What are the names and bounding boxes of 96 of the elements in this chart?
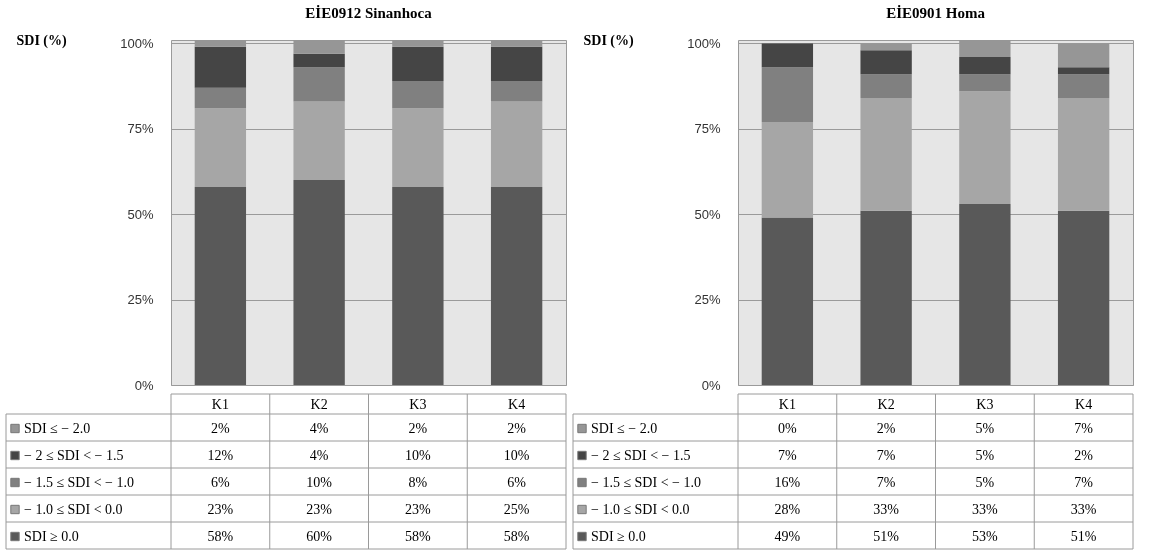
bar (194, 46, 247, 88)
data-label: 2% (408, 420, 428, 436)
data-label: 6% (211, 474, 231, 490)
bar (959, 57, 1011, 75)
bar (959, 74, 1011, 92)
data-label: 7% (1074, 474, 1094, 490)
x-tick-label: K2 (310, 397, 328, 412)
y-tick-label: 50% (127, 206, 154, 222)
legend-label: − 1.5 ≤ SDI < − 1.0 (591, 474, 701, 490)
data-label: 28% (774, 501, 801, 517)
bar (490, 186, 543, 385)
bar (194, 87, 247, 109)
data-label: 53% (972, 528, 999, 544)
data-label: 2% (876, 420, 896, 436)
bar (293, 53, 345, 68)
legend-label: − 1.0 ≤ SDI < 0.0 (24, 501, 123, 517)
bar (860, 74, 912, 99)
chart-title: EİE0901 Homa (886, 5, 986, 21)
bar (293, 180, 345, 385)
y-tick-label: 100% (687, 35, 721, 51)
bar (1057, 74, 1110, 99)
data-label: 33% (873, 501, 900, 517)
data-label: 5% (975, 447, 995, 463)
y-tick-label: 75% (127, 121, 154, 137)
x-tick-label: K4 (508, 397, 526, 412)
data-label: 7% (778, 447, 798, 463)
bar (194, 186, 247, 385)
data-label: 10% (503, 447, 530, 463)
data-label: 16% (774, 474, 801, 490)
data-label: 4% (309, 420, 329, 436)
data-label: 8% (408, 474, 428, 490)
legend-label: − 2 ≤ SDI < − 1.5 (24, 447, 124, 463)
data-label: 12% (207, 447, 234, 463)
x-tick-label: K1 (211, 397, 229, 412)
bar (761, 67, 814, 122)
data-label: 58% (207, 528, 234, 544)
data-label: 58% (503, 528, 530, 544)
data-label: 5% (975, 474, 995, 490)
legend-label: − 1.0 ≤ SDI < 0.0 (591, 501, 690, 517)
legend-label: − 1.5 ≤ SDI < − 1.0 (24, 474, 134, 490)
data-label: 0% (778, 420, 798, 436)
y-tick-label: 25% (694, 292, 721, 308)
data-label: 7% (876, 447, 896, 463)
data-label: 23% (306, 501, 333, 517)
data-label: 51% (1070, 528, 1097, 544)
x-tick-label: K4 (1075, 397, 1093, 412)
bar (293, 67, 345, 102)
data-label: 49% (774, 528, 801, 544)
y-tick-label: 100% (120, 35, 154, 51)
data-label: 51% (873, 528, 900, 544)
y-tick-label: 75% (694, 121, 721, 137)
data-label: 4% (309, 447, 329, 463)
chart-title: EİE0912 Sinanhoca (305, 5, 433, 21)
data-label: 58% (405, 528, 432, 544)
data-label: 7% (876, 474, 896, 490)
bar (1057, 210, 1110, 385)
y-axis-title: SDI (%) (583, 32, 635, 49)
y-tick-label: 25% (127, 292, 154, 308)
data-label: 7% (1074, 420, 1094, 436)
data-label: 10% (405, 447, 432, 463)
x-tick-label: K3 (976, 397, 994, 412)
data-label: 6% (507, 474, 527, 490)
legend-label: SDI ≥ 0.0 (591, 528, 646, 544)
data-label: 25% (503, 501, 530, 517)
x-tick-label: K3 (409, 397, 427, 412)
data-label: 33% (972, 501, 999, 517)
data-label: 10% (306, 474, 333, 490)
y-tick-label: 0% (134, 377, 154, 393)
legend-label: − 2 ≤ SDI < − 1.5 (591, 447, 691, 463)
bar (1057, 67, 1110, 75)
x-tick-label: K1 (778, 397, 796, 412)
y-tick-label: 50% (694, 206, 721, 222)
bar (860, 210, 912, 385)
data-label: 5% (975, 420, 995, 436)
bar (761, 43, 814, 68)
bar (860, 50, 912, 75)
bar (392, 46, 444, 81)
legend-label: SDI ≤ − 2.0 (24, 420, 91, 436)
data-label: 23% (207, 501, 234, 517)
y-axis-title: SDI (%) (16, 32, 68, 49)
data-label: 2% (507, 420, 527, 436)
data-label: 60% (306, 528, 333, 544)
bar (761, 217, 814, 385)
legend-label: SDI ≥ 0.0 (24, 528, 79, 544)
data-label: 2% (1074, 447, 1094, 463)
bar (490, 46, 543, 81)
legend-label: SDI ≤ − 2.0 (591, 420, 658, 436)
bar (959, 203, 1011, 385)
x-tick-label: K2 (877, 397, 895, 412)
bar (392, 80, 444, 109)
data-label: 33% (1070, 501, 1097, 517)
bar (392, 186, 444, 385)
y-tick-label: 0% (701, 377, 721, 393)
data-label: 23% (405, 501, 432, 517)
data-label: 2% (211, 420, 231, 436)
bar (490, 80, 543, 102)
